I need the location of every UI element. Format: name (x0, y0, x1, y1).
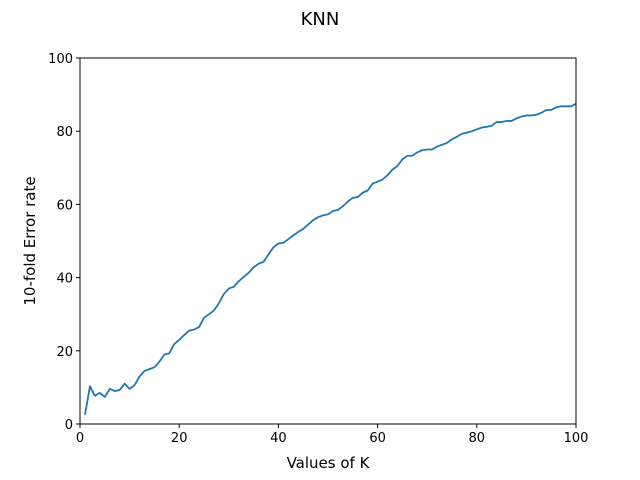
x-tick-label: 40 (270, 431, 287, 446)
y-tick-label: 40 (56, 272, 73, 287)
chart-title: KNN (301, 9, 340, 30)
x-tick-label: 60 (369, 431, 386, 446)
x-axis-ticks: 0 20 40 60 80 100 (76, 424, 589, 446)
y-axis-ticks: 0 20 40 60 80 100 (48, 52, 80, 433)
x-tick-label: 20 (171, 431, 188, 446)
x-tick-label: 0 (76, 431, 84, 446)
plot-frame (79, 57, 577, 425)
series-layer (84, 102, 577, 416)
x-axis-label: Values of K (287, 454, 371, 472)
y-axis-label: 10-fold Error rate (21, 176, 39, 305)
y-tick-label: 0 (65, 418, 73, 433)
x-tick-label: 80 (469, 431, 486, 446)
series-line (84, 102, 577, 416)
y-tick-label: 20 (56, 345, 73, 360)
plot-area (80, 58, 576, 424)
x-tick-label: 100 (564, 431, 589, 446)
y-tick-label: 100 (48, 52, 73, 67)
y-tick-label: 80 (56, 125, 73, 140)
y-tick-label: 60 (56, 198, 73, 213)
